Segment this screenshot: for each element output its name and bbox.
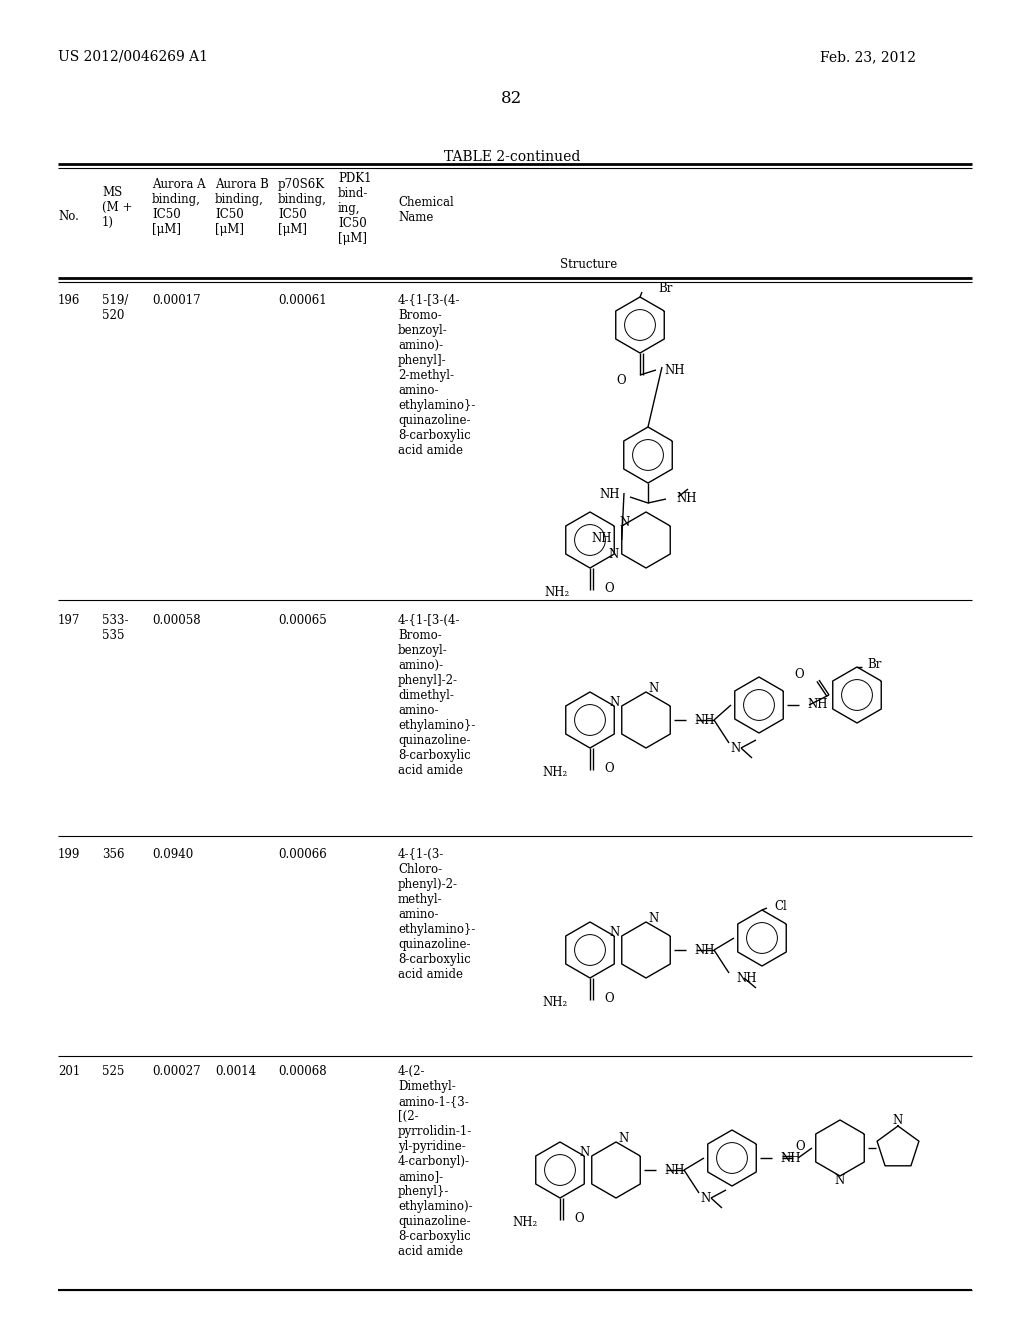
Text: N: N bbox=[580, 1147, 590, 1159]
Text: NH: NH bbox=[599, 488, 620, 502]
Text: N: N bbox=[835, 1175, 845, 1188]
Text: N: N bbox=[618, 1133, 629, 1146]
Text: NH₂: NH₂ bbox=[543, 766, 568, 779]
Text: 0.00058: 0.00058 bbox=[152, 614, 201, 627]
Text: No.: No. bbox=[58, 210, 79, 223]
Text: NH: NH bbox=[807, 698, 827, 711]
Text: NH: NH bbox=[664, 363, 684, 376]
Text: 199: 199 bbox=[58, 847, 80, 861]
Text: 0.00065: 0.00065 bbox=[278, 614, 327, 627]
Text: NH: NH bbox=[694, 714, 715, 726]
Text: NH: NH bbox=[676, 492, 696, 506]
Text: 0.00027: 0.00027 bbox=[152, 1065, 201, 1078]
Text: TABLE 2-continued: TABLE 2-continued bbox=[443, 150, 581, 164]
Text: N: N bbox=[648, 682, 658, 696]
Text: Chemical
Name: Chemical Name bbox=[398, 195, 454, 224]
Text: O: O bbox=[604, 991, 613, 1005]
Text: 197: 197 bbox=[58, 614, 80, 627]
Text: 196: 196 bbox=[58, 294, 80, 308]
Text: p70S6K
binding,
IC50
[μM]: p70S6K binding, IC50 [μM] bbox=[278, 178, 327, 236]
Text: O: O bbox=[616, 374, 626, 387]
Text: NH₂: NH₂ bbox=[513, 1216, 538, 1229]
Text: 4-{1-[3-(4-
Bromo-
benzoyl-
amino)-
phenyl]-
2-methyl-
amino-
ethylamino}-
quina: 4-{1-[3-(4- Bromo- benzoyl- amino)- phen… bbox=[398, 294, 475, 457]
Text: O: O bbox=[795, 1139, 805, 1152]
Text: 201: 201 bbox=[58, 1065, 80, 1078]
Text: 4-(2-
Dimethyl-
amino-1-{3-
[(2-
pyrrolidin-1-
yl-pyridine-
4-carbonyl)-
amino]-: 4-(2- Dimethyl- amino-1-{3- [(2- pyrroli… bbox=[398, 1065, 473, 1258]
Text: NH: NH bbox=[591, 532, 611, 544]
Text: 4-{1-(3-
Chloro-
phenyl)-2-
methyl-
amino-
ethylamino}-
quinazoline-
8-carboxyli: 4-{1-(3- Chloro- phenyl)-2- methyl- amin… bbox=[398, 847, 475, 981]
Text: NH: NH bbox=[694, 944, 715, 957]
Text: Aurora A
binding,
IC50
[μM]: Aurora A binding, IC50 [μM] bbox=[152, 178, 206, 236]
Text: Br: Br bbox=[658, 282, 673, 296]
Text: N: N bbox=[609, 927, 620, 940]
Text: N: N bbox=[731, 742, 741, 755]
Text: MS
(M +
1): MS (M + 1) bbox=[102, 186, 132, 228]
Text: N: N bbox=[700, 1192, 711, 1204]
Text: N: N bbox=[893, 1114, 903, 1126]
Text: Feb. 23, 2012: Feb. 23, 2012 bbox=[820, 50, 916, 63]
Text: 0.00068: 0.00068 bbox=[278, 1065, 327, 1078]
Text: 356: 356 bbox=[102, 847, 125, 861]
Text: Br: Br bbox=[867, 657, 882, 671]
Text: O: O bbox=[795, 668, 804, 681]
Text: O: O bbox=[604, 762, 613, 775]
Text: N: N bbox=[648, 912, 658, 925]
Text: 0.00017: 0.00017 bbox=[152, 294, 201, 308]
Text: 519/
520: 519/ 520 bbox=[102, 294, 128, 322]
Text: 525: 525 bbox=[102, 1065, 124, 1078]
Text: NH: NH bbox=[780, 1151, 801, 1164]
Text: N: N bbox=[620, 516, 630, 529]
Text: 533-
535: 533- 535 bbox=[102, 614, 128, 642]
Text: O: O bbox=[574, 1212, 584, 1225]
Text: N: N bbox=[608, 548, 618, 561]
Text: 0.0014: 0.0014 bbox=[215, 1065, 256, 1078]
Text: NH: NH bbox=[664, 1163, 684, 1176]
Text: O: O bbox=[604, 582, 613, 594]
Text: Aurora B
binding,
IC50
[μM]: Aurora B binding, IC50 [μM] bbox=[215, 178, 269, 236]
Text: N: N bbox=[609, 697, 620, 710]
Text: US 2012/0046269 A1: US 2012/0046269 A1 bbox=[58, 50, 208, 63]
Text: Cl: Cl bbox=[774, 900, 786, 913]
Text: NH₂: NH₂ bbox=[545, 586, 570, 598]
Text: 82: 82 bbox=[502, 90, 522, 107]
Text: Structure: Structure bbox=[560, 257, 617, 271]
Text: NH: NH bbox=[736, 972, 757, 985]
Text: 4-{1-[3-(4-
Bromo-
benzoyl-
amino)-
phenyl]-2-
dimethyl-
amino-
ethylamino}-
qui: 4-{1-[3-(4- Bromo- benzoyl- amino)- phen… bbox=[398, 614, 475, 777]
Text: NH₂: NH₂ bbox=[543, 995, 568, 1008]
Text: 0.0940: 0.0940 bbox=[152, 847, 194, 861]
Text: 0.00066: 0.00066 bbox=[278, 847, 327, 861]
Text: 0.00061: 0.00061 bbox=[278, 294, 327, 308]
Text: PDK1
bind-
ing,
IC50
[μM]: PDK1 bind- ing, IC50 [μM] bbox=[338, 172, 372, 246]
